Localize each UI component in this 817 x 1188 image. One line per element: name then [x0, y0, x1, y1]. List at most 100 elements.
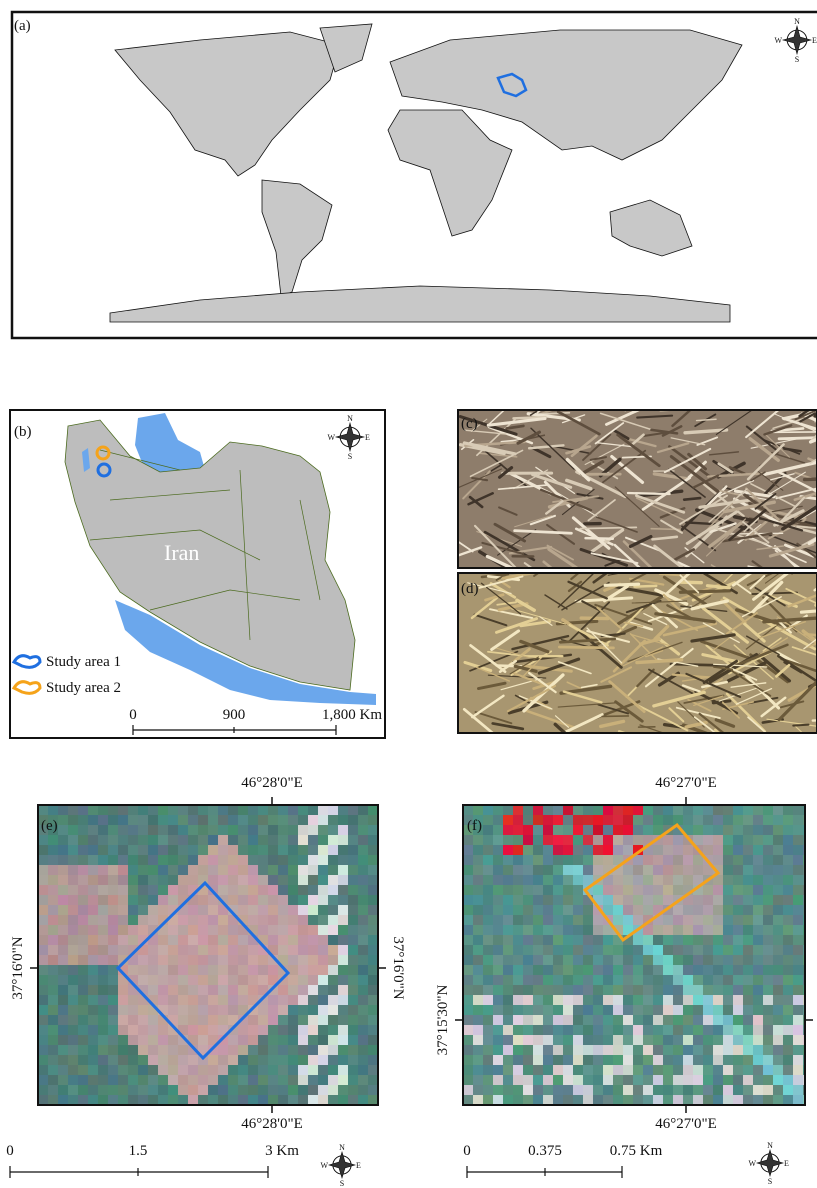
pixel	[533, 975, 544, 986]
pixel	[238, 895, 249, 906]
pixel	[543, 1095, 554, 1106]
pixel	[58, 1005, 69, 1016]
pixel	[543, 885, 554, 896]
pixel	[188, 1085, 199, 1096]
pixel	[178, 1005, 189, 1016]
pixel	[98, 835, 109, 846]
pixel	[48, 935, 59, 946]
latitude-label: 37°16'0"N	[10, 936, 26, 999]
pixel	[743, 805, 754, 816]
pixel	[248, 1075, 259, 1086]
pixel	[703, 845, 714, 856]
pixel	[793, 965, 804, 976]
pixel	[218, 1045, 229, 1056]
pixel	[703, 955, 714, 966]
pixel	[68, 1075, 79, 1086]
pixel	[493, 885, 504, 896]
pixel	[348, 845, 359, 856]
pixel	[188, 805, 199, 816]
pixel	[298, 965, 309, 976]
pixel	[248, 805, 259, 816]
pixel	[763, 825, 774, 836]
pixel	[128, 965, 139, 976]
pixel	[98, 1095, 109, 1106]
pixel	[178, 885, 189, 896]
pixel	[178, 945, 189, 956]
pixel	[108, 1095, 119, 1106]
pixel	[503, 815, 514, 826]
scale-label: 0	[6, 1143, 14, 1159]
pixel	[523, 985, 534, 996]
pixel	[248, 825, 259, 836]
pixel	[218, 1015, 229, 1026]
pixel	[503, 1055, 514, 1066]
pixel	[553, 935, 564, 946]
pixel	[198, 895, 209, 906]
pixel	[158, 885, 169, 896]
pixel	[503, 1045, 514, 1056]
pixel	[358, 1095, 369, 1106]
pixel	[633, 835, 644, 846]
pixel	[308, 995, 319, 1006]
pixel	[773, 895, 784, 906]
pixel	[108, 895, 119, 906]
pixel	[138, 1095, 149, 1106]
pixel	[463, 1065, 474, 1076]
pixel	[138, 865, 149, 876]
pixel	[773, 845, 784, 856]
pixel	[623, 815, 634, 826]
pixel	[68, 895, 79, 906]
pixel	[368, 1065, 379, 1076]
pixel	[288, 815, 299, 826]
pixel	[583, 1025, 594, 1036]
pixel	[68, 825, 79, 836]
pixel	[503, 935, 514, 946]
pixel	[268, 1065, 279, 1076]
pixel	[318, 1045, 329, 1056]
pixel	[483, 1065, 494, 1076]
pixel	[138, 965, 149, 976]
pixel	[613, 875, 624, 886]
legend-label: Study area 1	[46, 654, 121, 670]
pixel	[78, 965, 89, 976]
pixel	[623, 985, 634, 996]
pixel	[553, 975, 564, 986]
pixel	[318, 1085, 329, 1096]
pixel	[318, 955, 329, 966]
pixel	[533, 845, 544, 856]
pixel	[348, 1085, 359, 1096]
pixel	[743, 965, 754, 976]
pixel	[298, 855, 309, 866]
pixel	[763, 1015, 774, 1026]
pixel	[583, 945, 594, 956]
pixel	[58, 1065, 69, 1076]
pixel	[108, 875, 119, 886]
pixel	[68, 995, 79, 1006]
compass-star	[757, 1150, 783, 1176]
pixel	[713, 1055, 724, 1066]
pixel	[493, 985, 504, 996]
pixel	[358, 985, 369, 996]
pixel	[723, 1005, 734, 1016]
pixel	[643, 1065, 654, 1076]
pixel	[783, 955, 794, 966]
pixel	[208, 995, 219, 1006]
pixel	[703, 995, 714, 1006]
pixel	[338, 855, 349, 866]
longitude-label: 46°28'0"E	[241, 1116, 303, 1132]
pixel	[683, 845, 694, 856]
pixel	[493, 815, 504, 826]
pixel	[298, 905, 309, 916]
pixel	[623, 965, 634, 976]
pixel	[228, 935, 239, 946]
pixel	[663, 1075, 674, 1086]
pixel	[553, 835, 564, 846]
pixel	[463, 945, 474, 956]
pixel	[98, 845, 109, 856]
pixel	[158, 965, 169, 976]
pixel	[773, 875, 784, 886]
pixel	[338, 1035, 349, 1046]
pixel	[228, 1085, 239, 1096]
pixel	[703, 1015, 714, 1026]
pixel	[338, 1015, 349, 1026]
